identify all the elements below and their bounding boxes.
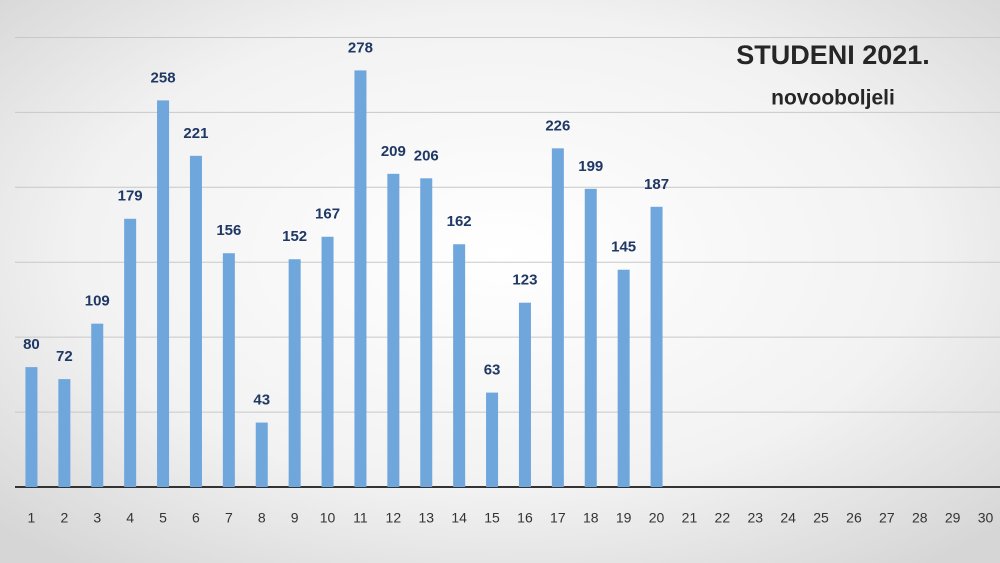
bar [486,392,499,487]
x-tick-label: 29 [945,510,961,526]
bar [354,70,367,488]
data-label: 152 [282,228,307,245]
x-tick-label: 13 [418,510,434,526]
x-tick-label: 19 [616,510,632,526]
data-label: 63 [484,362,501,379]
x-tick-label: 23 [747,510,763,526]
x-tick-label: 21 [682,510,698,526]
data-label: 187 [644,176,669,193]
x-tick-label: 9 [291,510,299,526]
bar [58,379,71,487]
x-tick-label: 12 [386,510,402,526]
data-label: 258 [151,69,176,86]
data-label: 162 [447,213,472,230]
x-tick-label: 5 [159,510,167,526]
data-label: 80 [23,336,40,353]
bar [650,206,663,487]
bar [551,148,564,487]
data-label: 123 [512,272,537,289]
x-tick-label: 14 [451,510,467,526]
x-tick-label: 16 [517,510,533,526]
chart-subtitle: novooboljeli [771,87,895,110]
bar [387,173,400,487]
data-label: 145 [611,239,636,256]
x-tick-label: 25 [813,510,829,526]
bar [617,269,630,487]
bar [222,253,235,487]
data-label: 226 [545,117,570,134]
data-label: 209 [381,143,406,160]
chart-title: STUDENI 2021. [736,40,930,70]
x-tick-label: 18 [583,510,599,526]
x-tick-label: 1 [28,510,36,526]
data-label: 221 [183,125,208,142]
data-label: 109 [85,293,110,310]
data-label: 72 [56,348,73,365]
x-tick-label: 28 [912,510,928,526]
bar [124,218,137,487]
data-label: 206 [414,147,439,164]
bar [584,188,597,487]
x-tick-label: 22 [715,510,731,526]
bar [189,155,202,487]
x-tick-label: 7 [225,510,233,526]
x-tick-label: 11 [353,510,368,526]
bar [157,100,170,488]
bar [518,302,531,487]
data-label: 278 [348,39,373,56]
data-label: 179 [118,188,143,205]
x-tick-label: 24 [780,510,796,526]
x-tick-label: 20 [649,510,665,526]
x-tick-label: 6 [192,510,200,526]
x-tick-label: 8 [258,510,266,526]
marks: 1802723109417952586221715684391521016711… [23,39,993,525]
x-tick-label: 30 [978,510,994,526]
x-tick-label: 15 [484,510,500,526]
bar [453,244,466,487]
bar [321,236,334,487]
data-label: 199 [578,158,603,175]
data-label: 43 [253,392,270,409]
bar [25,367,38,487]
x-tick-label: 26 [846,510,862,526]
bar [420,178,433,487]
bar [91,323,104,487]
x-tick-label: 3 [93,510,101,526]
data-label: 156 [216,222,241,239]
data-label: 167 [315,206,340,223]
bar [288,259,301,487]
x-tick-label: 2 [60,510,68,526]
x-tick-label: 10 [320,510,336,526]
x-tick-label: 17 [550,510,566,526]
bar [255,422,268,487]
grid [15,36,1000,488]
x-tick-label: 27 [879,510,895,526]
x-tick-label: 4 [126,510,134,526]
